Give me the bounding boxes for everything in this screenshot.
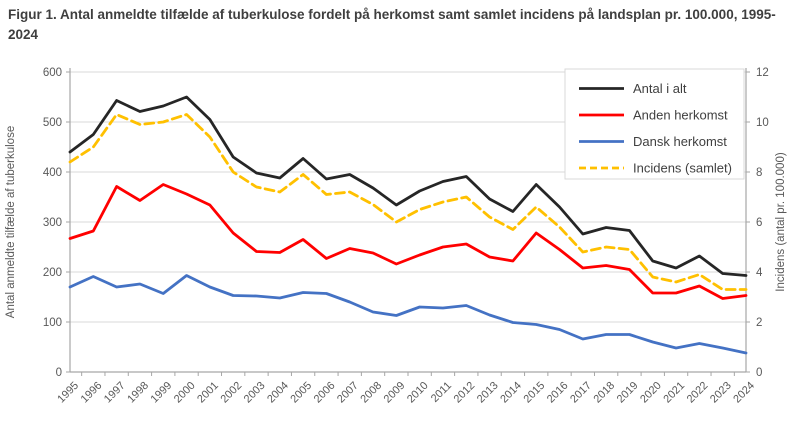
legend-label: Incidens (samlet) bbox=[633, 161, 732, 176]
gridlines bbox=[70, 71, 746, 323]
data-series-lines bbox=[68, 95, 748, 355]
x-axis-tick-label: 2010 bbox=[405, 380, 431, 406]
x-axis-tick-label: 2016 bbox=[545, 380, 571, 406]
series-line-anden-herkomst bbox=[68, 183, 748, 300]
legend-item: Incidens (samlet) bbox=[579, 161, 732, 176]
y-axis-left-tick-labels: 0 100 200 300 400 500 600 bbox=[43, 67, 62, 379]
x-axis-tick-label: 1995 bbox=[55, 380, 81, 406]
y-axis-left-tick-label: 200 bbox=[43, 267, 62, 279]
x-axis-tick-label: 2020 bbox=[638, 380, 664, 406]
x-axis-tick-label: 1998 bbox=[125, 380, 151, 406]
x-axis-tick-label: 2014 bbox=[498, 380, 524, 406]
series-line-incidens-samlet- bbox=[68, 113, 748, 291]
x-axis-tick-label: 2009 bbox=[382, 380, 408, 406]
y-axis-left-tick-label: 300 bbox=[43, 217, 62, 229]
y-axis-left-tick-label: 100 bbox=[43, 317, 62, 329]
x-axis-tick-label: 2008 bbox=[358, 380, 384, 406]
x-axis-tick-label: 2013 bbox=[475, 380, 501, 406]
y-axis-right-tick-label: 12 bbox=[756, 67, 769, 79]
x-axis-tick-label: 2021 bbox=[661, 380, 687, 406]
y-axis-left-tick-label: 500 bbox=[43, 117, 62, 129]
legend-item: Dansk herkomst bbox=[579, 134, 727, 149]
x-axis-tick-label: 2023 bbox=[708, 380, 734, 406]
y-axis-right-tick-label: 6 bbox=[756, 217, 762, 229]
series-line-dansk-herkomst bbox=[68, 274, 748, 355]
y-axis-right-tick-labels: 0 2 4 6 8 10 12 bbox=[756, 67, 769, 379]
x-axis-tick-labels: 1995199619971998199920002001200220032004… bbox=[55, 380, 757, 406]
x-axis-tick-label: 2004 bbox=[265, 380, 291, 406]
y-axis-right-tick-label: 8 bbox=[756, 167, 762, 179]
legend-item: Anden herkomst bbox=[579, 108, 728, 123]
x-axis-tick-label: 2006 bbox=[312, 380, 338, 406]
x-axis-tick-label: 2011 bbox=[429, 380, 454, 405]
x-axis-tick-label: 2000 bbox=[172, 380, 198, 406]
y-axis-right-tick-label: 4 bbox=[756, 267, 763, 279]
x-axis-tick-label: 1997 bbox=[102, 380, 128, 406]
x-axis-tick-label: 2003 bbox=[242, 380, 268, 406]
legend-item: Antal i alt bbox=[579, 81, 687, 96]
x-axis-tick-label: 2002 bbox=[218, 380, 244, 406]
legend-label: Dansk herkomst bbox=[633, 134, 727, 149]
x-axis-tick-label: 2001 bbox=[195, 380, 221, 406]
y-axis-left-title: Antal anmeldte tilfælde af tuberkulose bbox=[5, 126, 17, 318]
series-line-antal-i-alt bbox=[68, 95, 748, 277]
y-axis-left-tick-label: 600 bbox=[43, 67, 62, 79]
y-axis-right-tick-label: 2 bbox=[756, 317, 762, 329]
legend-label: Antal i alt bbox=[633, 81, 687, 96]
chart-title: Figur 1. Antal anmeldte tilfælde af tube… bbox=[8, 7, 776, 42]
x-axis-tick-label: 2007 bbox=[335, 380, 361, 406]
x-axis-tick-label: 2018 bbox=[591, 380, 617, 406]
x-axis-tick-label: 2012 bbox=[452, 380, 478, 406]
y-axis-left-tick-label: 400 bbox=[43, 167, 62, 179]
y-axis-left-tick-label: 0 bbox=[56, 367, 62, 379]
x-axis-tick-label: 2019 bbox=[615, 380, 641, 406]
legend-label: Anden herkomst bbox=[633, 108, 728, 123]
x-axis-tick-label: 2005 bbox=[288, 380, 314, 406]
x-axis-tick-label: 2022 bbox=[685, 380, 711, 406]
x-axis-tick-label: 2024 bbox=[731, 380, 757, 406]
y-axis-right-tick-label: 10 bbox=[756, 117, 769, 129]
y-axis-right-title: Incidens (antal pr. 100.000) bbox=[775, 152, 787, 292]
y-axis-right-tick-label: 0 bbox=[756, 367, 762, 379]
axes bbox=[66, 68, 750, 376]
x-axis-tick-label: 2015 bbox=[522, 380, 548, 406]
x-axis-tick-label: 1999 bbox=[149, 380, 175, 406]
legend: Antal i alt Anden herkomst Dansk herkomst I… bbox=[564, 68, 745, 180]
x-axis-tick-label: 1996 bbox=[79, 380, 105, 406]
x-axis-tick-label: 2017 bbox=[568, 380, 594, 406]
